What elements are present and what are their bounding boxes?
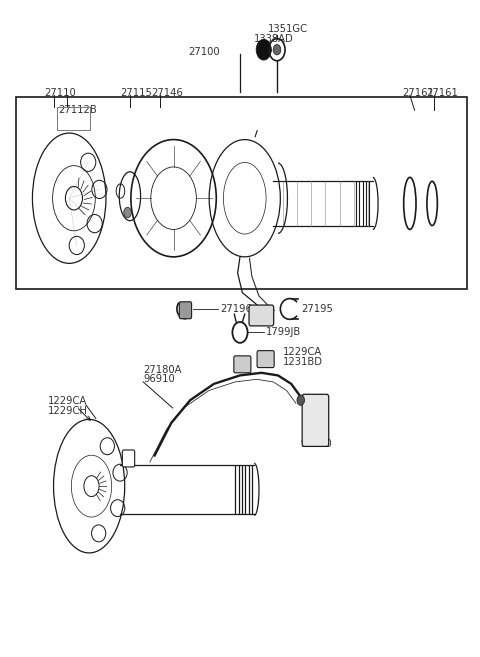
Circle shape	[273, 45, 281, 55]
Text: 1229CA: 1229CA	[283, 347, 322, 357]
Text: 27112B: 27112B	[58, 105, 96, 115]
Text: 1338AD: 1338AD	[254, 34, 294, 43]
Text: 1351GC: 1351GC	[267, 24, 308, 34]
Circle shape	[124, 208, 132, 217]
Text: 1231BD: 1231BD	[283, 357, 323, 367]
Text: 1799JB: 1799JB	[266, 327, 301, 338]
Text: 27110: 27110	[45, 88, 76, 99]
Text: 27195: 27195	[301, 304, 334, 314]
FancyBboxPatch shape	[257, 351, 274, 367]
Text: 1229CA: 1229CA	[48, 396, 87, 407]
FancyBboxPatch shape	[234, 356, 251, 373]
Text: 27100: 27100	[188, 47, 219, 57]
FancyArrowPatch shape	[255, 131, 257, 137]
FancyBboxPatch shape	[302, 394, 329, 446]
Text: 1229CH: 1229CH	[48, 406, 88, 417]
FancyBboxPatch shape	[249, 305, 274, 326]
Text: 27161: 27161	[426, 88, 458, 99]
Bar	[16, 97, 467, 290]
Text: 27161: 27161	[402, 88, 434, 99]
FancyBboxPatch shape	[122, 450, 135, 467]
Circle shape	[297, 395, 304, 405]
Text: 27146: 27146	[151, 88, 182, 99]
Circle shape	[256, 39, 271, 60]
Text: 27115: 27115	[120, 88, 152, 99]
Text: 27196: 27196	[220, 304, 252, 314]
Text: 96920: 96920	[301, 440, 333, 449]
FancyBboxPatch shape	[179, 302, 192, 319]
Text: 27180A: 27180A	[143, 365, 182, 374]
Bar	[57, 107, 90, 130]
Text: 96910: 96910	[143, 374, 175, 384]
